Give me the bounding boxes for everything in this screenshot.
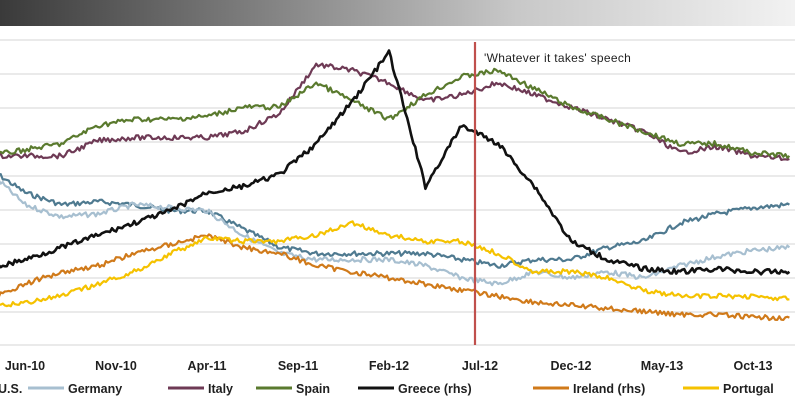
series-line-u-s — [0, 173, 790, 269]
legend-label: Italy — [208, 382, 233, 396]
legend-label: Spain — [296, 382, 330, 396]
x-tick-label: Dec-12 — [551, 359, 592, 373]
x-tick-label: Jul-12 — [462, 359, 498, 373]
x-tick-label: Apr-11 — [188, 359, 227, 373]
legend-label: U.S. — [0, 382, 22, 396]
x-tick-label: Jun-10 — [5, 359, 45, 373]
legend-label: Ireland (rhs) — [573, 382, 645, 396]
x-tick-label: Nov-10 — [95, 359, 137, 373]
x-tick-label: Oct-13 — [734, 359, 773, 373]
x-axis-ticks: Jun-10 Nov-10 Apr-11 Sep-11 Feb-12 Jul-12 Dec-… — [5, 359, 773, 373]
header-band — [0, 0, 795, 26]
legend-label: Germany — [68, 382, 122, 396]
series-line-germany — [0, 180, 791, 287]
chart-annotation: 'Whatever it takes' speech — [473, 42, 631, 345]
speech-annotation-label: 'Whatever it takes' speech — [484, 51, 631, 65]
chart-gridlines — [0, 39, 795, 346]
x-tick-label: Feb-12 — [369, 359, 409, 373]
legend-label: Greece (rhs) — [398, 382, 472, 396]
x-tick-label: May-13 — [641, 359, 683, 373]
series-line-portugal — [0, 220, 790, 308]
series-line-spain — [0, 67, 791, 159]
series-line-ireland-rhs — [0, 233, 790, 322]
x-tick-label: Sep-11 — [278, 359, 318, 373]
series-line-greece-rhs — [0, 49, 791, 276]
legend-label: Portugal — [723, 382, 774, 396]
chart-legend: U.S. Germany Italy Spain Greece (rhs) Ireland… — [0, 382, 774, 396]
chart-series — [0, 49, 791, 322]
series-line-italy — [0, 62, 790, 161]
